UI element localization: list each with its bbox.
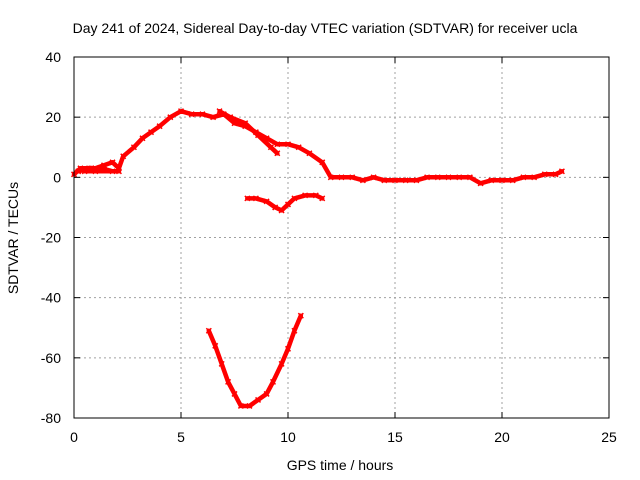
data-point [445,174,452,181]
data-point [284,141,292,148]
data-point [477,180,484,187]
x-tick-label: 15 [387,429,403,445]
data-point [130,144,137,151]
data-point [212,342,219,349]
data-point [531,174,538,181]
data-point [115,168,122,175]
data-point [274,150,281,157]
data-point [284,201,292,208]
data-series [70,108,565,409]
data-point [278,207,285,214]
data-point [244,195,251,202]
y-tick-label: 0 [53,169,61,185]
y-axis-label: SDTVAR / TECUs [5,182,21,294]
data-point [81,168,88,175]
data-point [231,390,238,397]
axis-ticks: 0 5 10 15 20 25 -80 -60 -40 -20 0 20 40 [41,49,617,445]
y-tick-label: -60 [41,350,61,366]
data-point [413,177,420,184]
data-point [488,177,495,184]
data-point [327,174,334,181]
x-tick-label: 25 [601,429,617,445]
series-line-v-curve [206,313,304,409]
chart-title: Day 241 of 2024, Sidereal Day-to-day VTE… [73,20,578,36]
data-point [552,171,559,178]
data-point [177,108,185,115]
data-point [216,108,223,115]
x-tick-label: 0 [70,429,78,445]
data-point [199,111,206,118]
data-point [291,327,298,334]
data-point [291,195,298,202]
data-point [541,171,548,178]
y-tick-label: 20 [45,109,61,125]
data-point [402,177,409,184]
data-point [306,150,313,157]
data-point [349,174,356,181]
data-point [381,177,388,184]
data-point [188,111,195,118]
data-point [466,174,473,181]
data-point [120,153,127,160]
data-point [456,174,463,181]
data-point [359,177,366,184]
data-point [246,402,253,409]
data-point [267,144,274,151]
data-point [148,129,155,136]
data-point [272,204,279,211]
data-point [210,114,217,121]
data-point [295,144,302,151]
x-tick-label: 5 [177,429,185,445]
data-point [498,177,506,184]
data-point [302,192,309,199]
data-point [520,174,527,181]
data-point [205,327,212,334]
data-point [370,174,377,181]
data-point [75,168,82,175]
data-point [237,402,244,409]
data-point [319,195,326,202]
y-tick-label: -20 [41,230,61,246]
data-point [278,360,285,367]
x-tick-label: 20 [494,429,510,445]
data-point [269,378,277,385]
data-point [167,114,174,121]
data-point [391,177,399,184]
data-point [263,390,270,397]
data-point [218,360,225,367]
x-tick-label: 10 [280,429,296,445]
data-point [109,168,116,175]
data-point [109,159,116,166]
y-tick-label: -80 [41,410,61,426]
data-point [227,114,234,121]
data-point [319,159,326,166]
data-point [263,198,270,205]
data-point [255,132,262,139]
y-tick-label: 40 [45,49,61,65]
data-point [274,141,281,148]
data-point [252,195,259,202]
data-point [509,177,516,184]
series-line-mid-arc [245,193,325,213]
y-tick-label: -40 [41,290,61,306]
data-point [558,168,565,175]
data-point [255,396,262,403]
data-point [312,192,319,199]
data-point [92,168,99,175]
data-point [225,378,232,385]
data-point [297,312,304,319]
data-point [156,123,163,130]
data-point [88,165,95,172]
data-point [139,135,146,142]
data-point [242,120,249,127]
data-point [284,345,292,352]
data-point [434,174,441,181]
data-point [98,165,105,172]
x-axis-label: GPS time / hours [287,457,394,473]
data-point [338,174,345,181]
data-point [424,174,431,181]
